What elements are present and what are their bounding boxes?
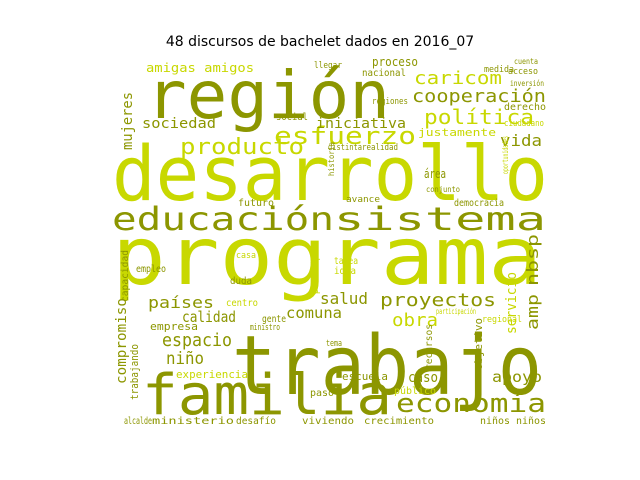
cloud-word: historia xyxy=(327,142,336,176)
cloud-word: trabajo xyxy=(232,319,542,414)
cloud-word: tarea xyxy=(334,256,358,267)
cloud-word: familia xyxy=(142,363,392,428)
cloud-word: política xyxy=(424,105,534,129)
cloud-word: regional xyxy=(482,315,522,325)
cloud-word: vida xyxy=(500,131,542,150)
cloud-word: alcalde xyxy=(124,416,152,427)
cloud-word: futuro xyxy=(238,198,274,209)
cloud-word: sociedad xyxy=(142,116,216,132)
cloud-word: educación xyxy=(112,200,334,238)
cloud-word: oportunidades xyxy=(501,136,510,174)
cloud-word: área xyxy=(424,167,446,181)
cloud-word: recursos xyxy=(424,324,435,370)
cloud-word: conjunto xyxy=(426,185,460,194)
cloud-word: ciudadano xyxy=(504,119,544,129)
cloud-word: amigas amigos xyxy=(146,61,254,75)
cloud-word: caso xyxy=(408,370,438,386)
cloud-word: regiones xyxy=(372,97,408,107)
cloud-word: duda xyxy=(230,276,252,287)
cloud-word: acceso xyxy=(508,67,538,77)
cloud-word: desafío xyxy=(236,415,276,427)
cloud-word: casa xyxy=(236,251,256,261)
cloud-word: idea xyxy=(334,266,356,277)
cloud-word: democracia xyxy=(454,198,504,209)
cloud-word: cooperación xyxy=(412,86,546,107)
cloud-word: ministro xyxy=(250,323,280,333)
figure-title: 48 discursos de bachelet dados en 2016_0… xyxy=(165,34,475,50)
cloud-word: economía xyxy=(396,389,546,419)
cloud-word: nacional xyxy=(362,68,406,79)
cloud-word: países xyxy=(148,293,214,312)
cloud-word: niño xyxy=(166,349,204,369)
cloud-word: iniciativa xyxy=(316,116,406,132)
cloud-word: empresa xyxy=(150,320,198,333)
cloud-word: justamente xyxy=(418,126,496,139)
cloud-word: derecho xyxy=(504,102,546,113)
cloud-word: avance xyxy=(346,195,380,205)
cloud-word: llegar xyxy=(314,61,342,71)
cloud-word: medida xyxy=(484,65,514,75)
cloud-word: programa xyxy=(112,210,542,303)
cloud-word: experiencia xyxy=(176,368,248,381)
cloud-word: proyectos xyxy=(380,290,496,311)
cloud-word: gente xyxy=(262,314,286,325)
cloud-word: salud xyxy=(320,289,368,308)
cloud-background xyxy=(112,56,548,422)
cloud-word: comuna xyxy=(286,304,342,322)
cloud-word: crecimiento xyxy=(364,416,434,427)
cloud-word: compromiso xyxy=(114,298,130,384)
cloud-word: participar xyxy=(310,246,321,294)
cloud-word: realidad xyxy=(362,143,398,153)
cloud-word: niños niños xyxy=(480,416,546,427)
cloud-word: amp xyxy=(523,294,542,330)
cloud-word: ministerio xyxy=(152,416,234,427)
cloud-word: inversión xyxy=(510,78,544,88)
cloud-word: espacio xyxy=(162,330,232,351)
cloud-word: social xyxy=(276,112,308,123)
cloud-word: esfuerzo xyxy=(274,122,416,150)
cloud-word: público xyxy=(394,385,436,397)
cloud-word: obra xyxy=(392,310,438,331)
cloud-word: paso xyxy=(310,388,334,399)
cloud-word: proceso xyxy=(372,55,418,69)
cloud-word: trabajando xyxy=(128,344,141,400)
cloud-word: empleo xyxy=(136,264,166,275)
cloud-word: cuenta xyxy=(514,57,538,66)
cloud-word: producto xyxy=(180,135,304,160)
cloud-word: viviendo xyxy=(302,416,354,427)
cloud-word: desarrollo xyxy=(112,129,548,218)
cloud-word: región xyxy=(146,57,390,134)
cloud-word: mujeres xyxy=(120,92,136,150)
cloud-word: sistema xyxy=(334,200,546,238)
cloud-word: nbsp xyxy=(523,234,542,286)
cloud-word: calidad xyxy=(182,308,236,326)
cloud-word: participación xyxy=(436,306,476,316)
cloud-word: distinta xyxy=(328,143,362,153)
cloud-word: capacidad xyxy=(120,250,131,302)
cloud-word: servicio xyxy=(504,272,520,334)
cloud-word: caricom xyxy=(414,68,502,89)
cloud-word: tema xyxy=(326,339,342,349)
cloud-word: objetivo xyxy=(472,318,485,370)
cloud-word: apoyo xyxy=(492,368,542,386)
cloud-word: centro xyxy=(226,298,258,309)
cloud-word: escuela xyxy=(342,370,388,383)
